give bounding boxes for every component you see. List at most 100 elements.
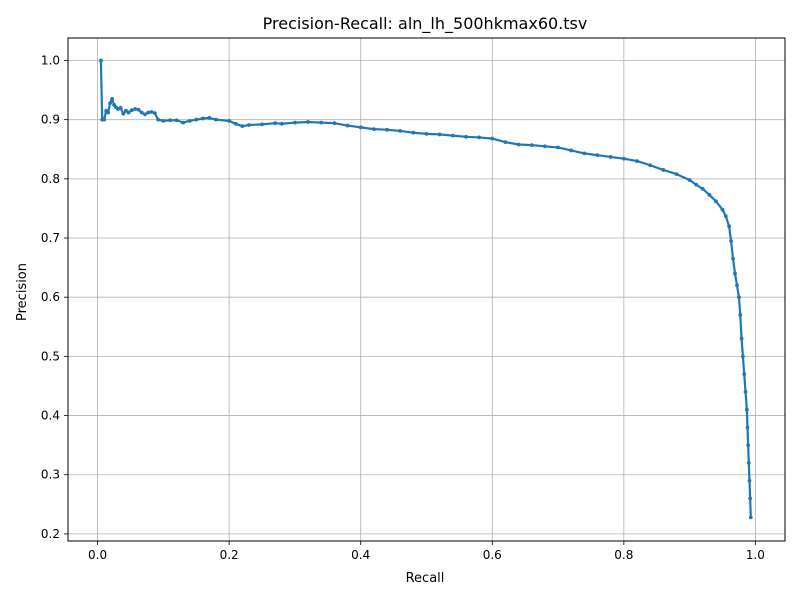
y-tick-label: 0.9 [41, 113, 60, 127]
data-point [106, 110, 111, 115]
data-point [129, 108, 134, 113]
x-tick-label: 0.0 [88, 548, 107, 562]
data-point [332, 121, 337, 126]
x-tick-label: 0.2 [220, 548, 239, 562]
data-point [569, 148, 574, 153]
data-point [727, 224, 731, 229]
data-point [748, 496, 753, 501]
data-point [121, 111, 126, 116]
data-point [707, 192, 712, 197]
y-tick-label: 0.8 [41, 172, 60, 186]
data-point [133, 107, 138, 111]
data-point [227, 118, 232, 123]
data-point [187, 118, 192, 123]
data-point [207, 115, 212, 120]
x-axis-label: Recall [406, 571, 445, 586]
data-point [126, 110, 131, 115]
data-point [411, 130, 416, 135]
data-point [437, 132, 442, 137]
data-point [490, 136, 495, 141]
data-point [648, 163, 653, 168]
data-point [731, 256, 735, 261]
data-point [152, 111, 157, 116]
data-point [214, 117, 218, 122]
plot-frame [67, 37, 786, 542]
data-point [246, 123, 251, 127]
data-point [700, 187, 705, 191]
data-point [398, 129, 403, 133]
data-point [98, 58, 103, 63]
y-tick-label: 0.6 [41, 290, 60, 304]
y-ticks: 0.2 0.3 0.4 0.5 0.6 0.7 0.8 0.9 1.0 [41, 53, 68, 541]
data-point [720, 207, 725, 212]
pr-curve-markers [98, 58, 753, 520]
y-tick-label: 0.4 [41, 409, 60, 423]
data-point [345, 123, 350, 128]
data-point [746, 460, 751, 465]
data-point [729, 239, 733, 243]
data-point [464, 134, 468, 139]
data-point [723, 214, 728, 219]
data-point [737, 295, 741, 300]
data-point [739, 336, 744, 341]
data-point [139, 110, 144, 115]
data-point [733, 271, 737, 276]
data-point [543, 144, 547, 149]
data-point [687, 178, 692, 182]
data-point [529, 143, 534, 148]
x-tick-label: 0.6 [483, 548, 502, 562]
data-point [194, 117, 199, 122]
data-point [424, 131, 429, 136]
data-point [146, 110, 151, 115]
data-point [168, 118, 172, 123]
data-point [503, 140, 508, 145]
data-point [110, 97, 114, 101]
data-point [608, 155, 613, 159]
data-point [319, 120, 324, 125]
data-point [516, 142, 521, 147]
data-point [450, 133, 455, 138]
data-point [661, 168, 666, 172]
data-point [233, 121, 238, 126]
x-tick-label: 0.8 [614, 548, 633, 562]
y-tick-label: 0.3 [41, 468, 60, 482]
x-ticks: 0.0 0.2 0.4 0.6 0.8 1.0 [88, 541, 765, 562]
data-point [293, 120, 297, 125]
x-tick-label: 0.4 [351, 548, 370, 562]
data-point [635, 159, 639, 163]
data-point [714, 199, 718, 204]
data-point [279, 121, 284, 126]
data-point [621, 156, 626, 161]
data-point [181, 120, 186, 125]
data-point [200, 116, 205, 121]
data-point [744, 407, 749, 412]
data-point [556, 145, 560, 150]
data-point [674, 172, 679, 177]
data-point [240, 124, 245, 129]
data-point [161, 118, 166, 123]
data-point [260, 122, 264, 127]
y-tick-label: 1.0 [41, 53, 60, 67]
x-tick-label: 1.0 [746, 548, 765, 562]
y-tick-label: 0.2 [41, 527, 60, 541]
data-point [156, 117, 161, 122]
data-point [748, 515, 753, 520]
data-point [747, 478, 752, 483]
y-axis-label: Precision [15, 263, 30, 321]
chart-title: Precision-Recall: aln_lh_500hkmax60.tsv [263, 14, 588, 34]
data-point [745, 425, 750, 430]
data-point [371, 127, 376, 132]
data-point [746, 443, 751, 448]
data-point [582, 151, 587, 156]
data-point [118, 105, 123, 110]
data-point [743, 389, 748, 394]
data-point [694, 182, 699, 187]
data-point [358, 125, 363, 130]
data-point [143, 112, 147, 117]
series-layer [98, 58, 753, 520]
data-point [742, 372, 747, 377]
y-tick-label: 0.7 [41, 231, 60, 245]
data-point [738, 313, 743, 317]
y-tick-label: 0.5 [41, 349, 60, 363]
